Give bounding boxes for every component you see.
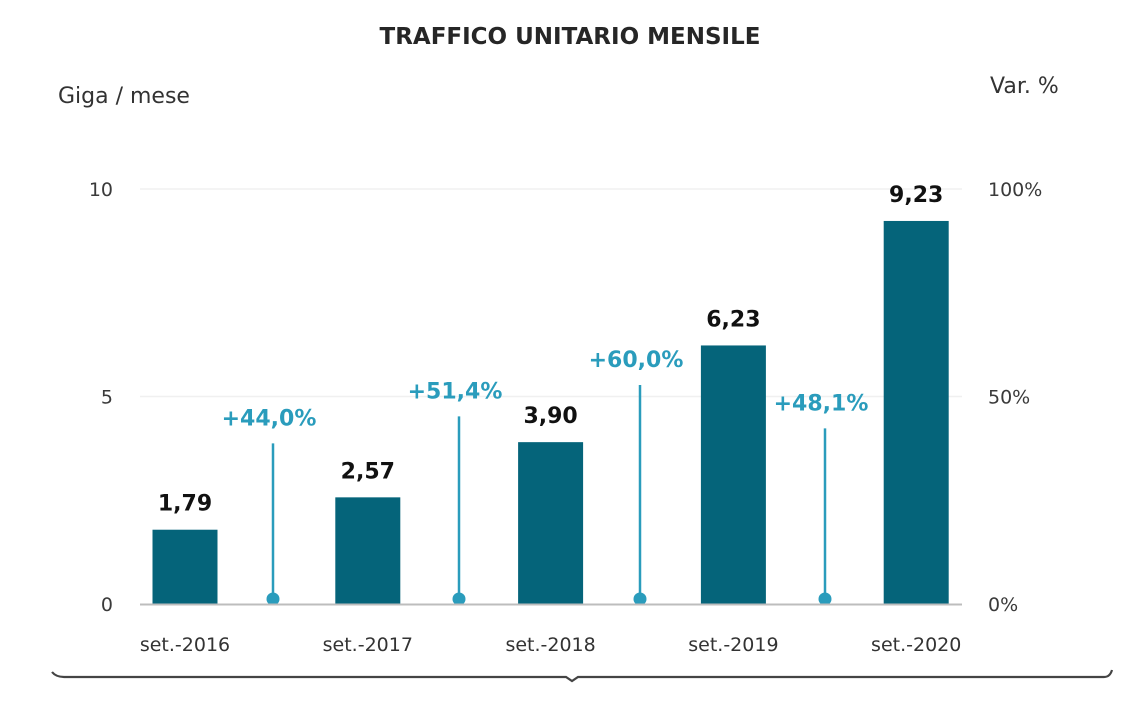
bar-series: 1,79 2,57 3,90 6,23 9,23 bbox=[152, 183, 949, 604]
y2-axis-ticks: 0% 50% 100% bbox=[988, 179, 1042, 616]
bracket bbox=[51, 669, 1114, 683]
variation-label: +51,4% bbox=[408, 379, 503, 404]
x-tick-label: set.-2018 bbox=[505, 634, 595, 656]
y-tick-label: 5 bbox=[101, 387, 113, 409]
bar bbox=[518, 442, 584, 604]
x-tick-label: set.-2020 bbox=[871, 634, 961, 656]
chart-title: TRAFFICO UNITARIO MENSILE bbox=[380, 24, 761, 50]
y2-tick-label: 0% bbox=[988, 594, 1018, 616]
x-tick-label: set.-2019 bbox=[688, 634, 778, 656]
variation-series: +44,0% +51,4% +60,0% +48,1% bbox=[222, 348, 869, 606]
variation-dot bbox=[266, 592, 280, 606]
bar bbox=[335, 497, 401, 604]
y-axis-ticks: 0 5 10 bbox=[89, 179, 113, 616]
y-tick-label: 0 bbox=[101, 594, 113, 616]
variation-label: +60,0% bbox=[589, 348, 684, 373]
y2-axis-title: Var. % bbox=[990, 74, 1059, 99]
x-axis-ticks: set.-2016 set.-2017 set.-2018 set.-2019 set.… bbox=[140, 634, 961, 656]
y2-tick-label: 50% bbox=[988, 387, 1030, 409]
bar bbox=[152, 529, 218, 604]
variation-dot bbox=[818, 592, 832, 606]
bar bbox=[700, 345, 766, 604]
variation-dot bbox=[452, 592, 466, 606]
bar bbox=[883, 220, 949, 604]
bar-value-label: 6,23 bbox=[706, 307, 760, 332]
x-tick-label: set.-2016 bbox=[140, 634, 230, 656]
variation-label: +48,1% bbox=[774, 391, 869, 416]
bar-value-label: 9,23 bbox=[889, 183, 943, 208]
y-axis-title: Giga / mese bbox=[58, 84, 190, 109]
variation-label: +44,0% bbox=[222, 406, 317, 431]
bar-value-label: 2,57 bbox=[341, 459, 395, 484]
variation-dot bbox=[633, 592, 647, 606]
bar-value-label: 3,90 bbox=[523, 404, 577, 429]
gridlines bbox=[140, 188, 962, 398]
y-tick-label: 10 bbox=[89, 179, 113, 201]
y2-tick-label: 100% bbox=[988, 179, 1042, 201]
x-tick-label: set.-2017 bbox=[323, 634, 413, 656]
bar-value-label: 1,79 bbox=[158, 492, 212, 517]
